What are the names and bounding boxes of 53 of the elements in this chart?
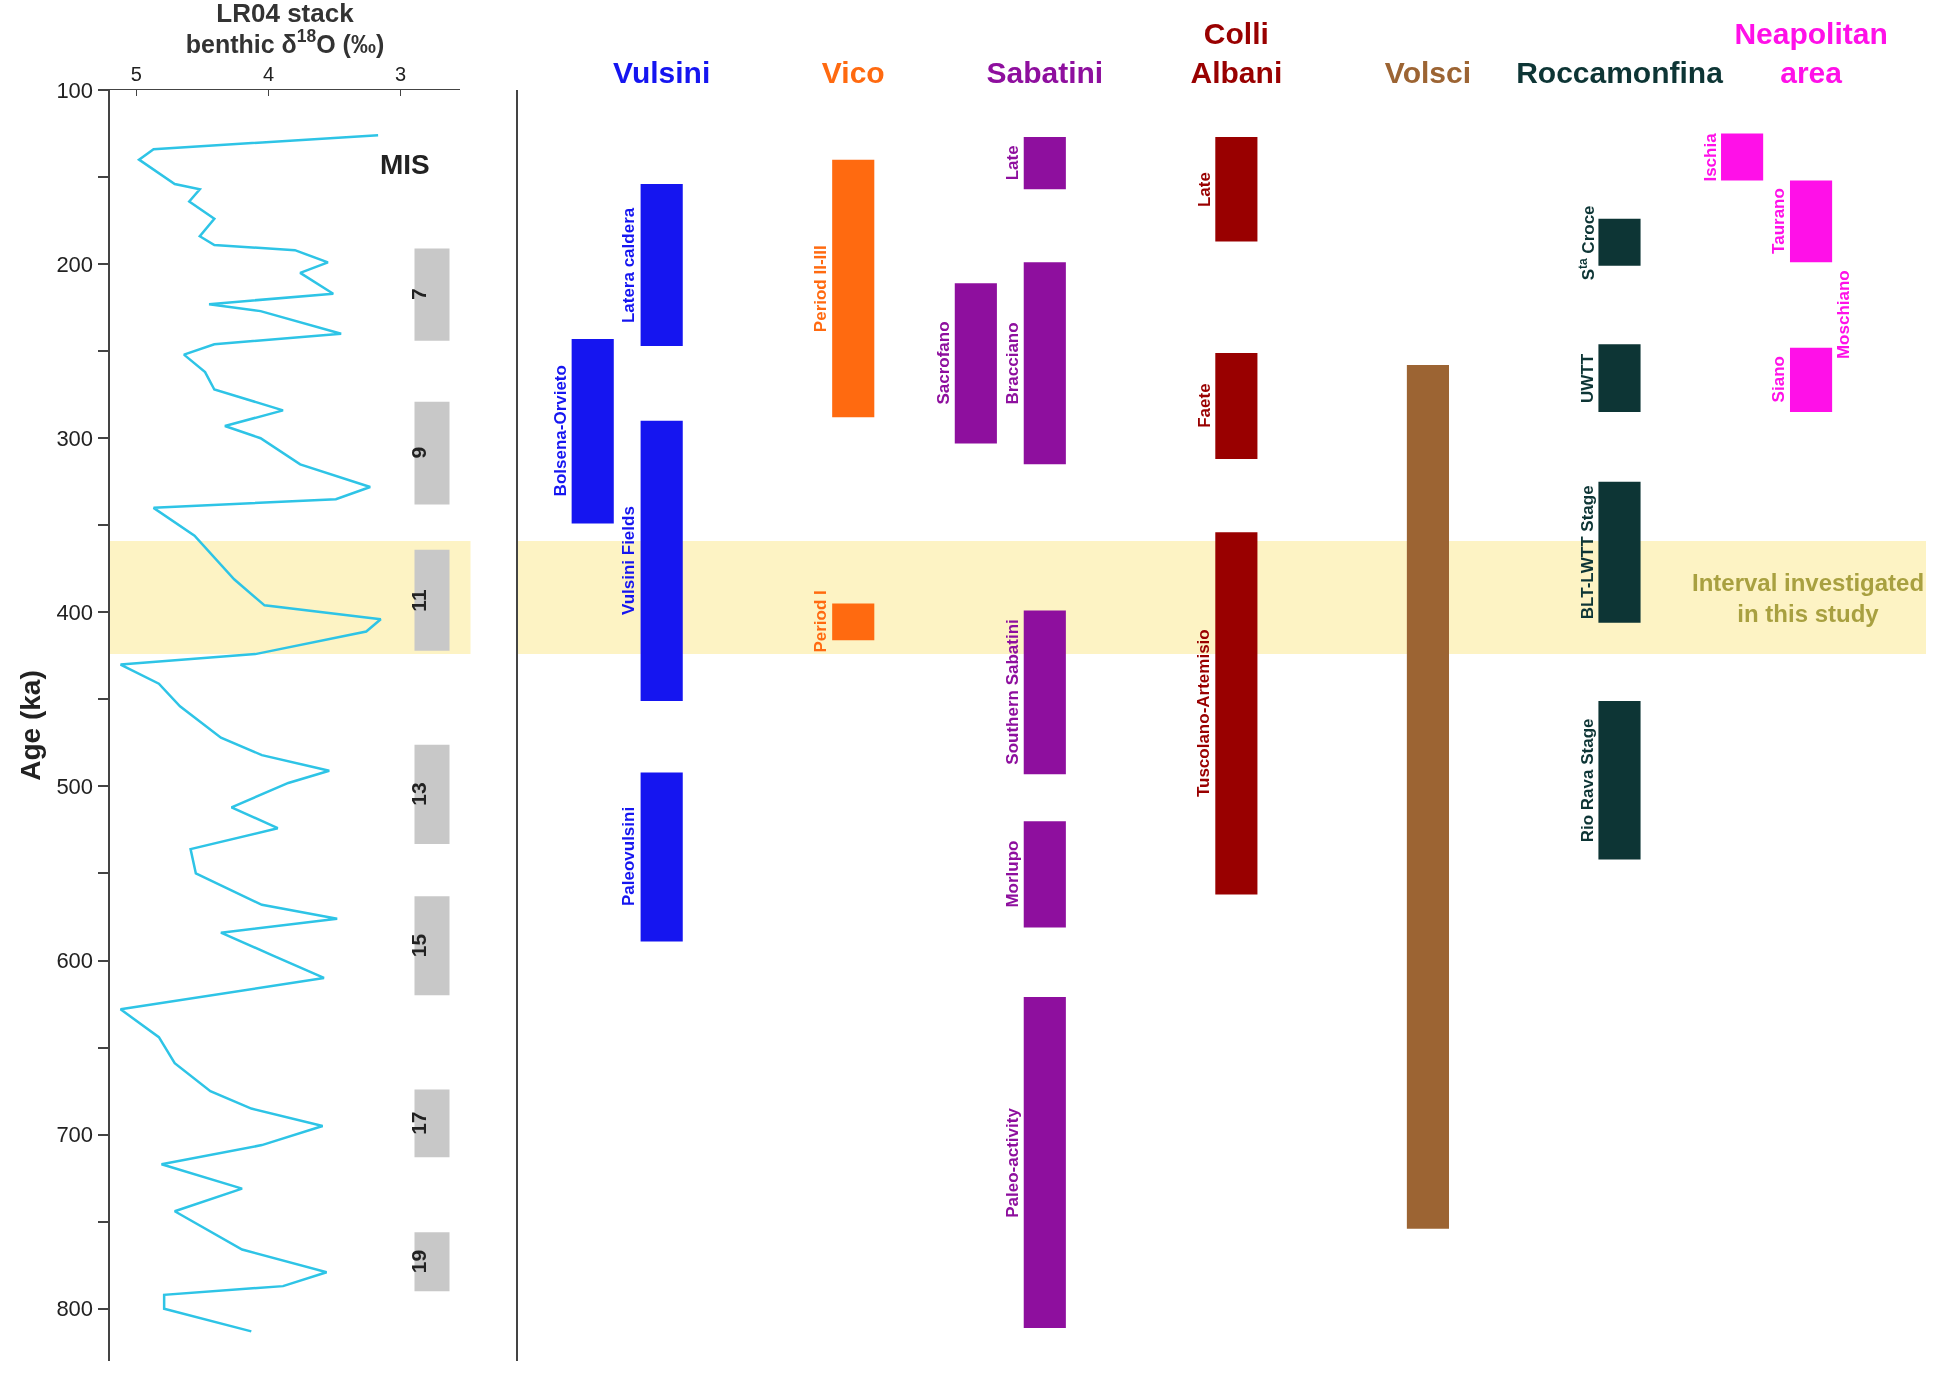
- chart-title: LR04 stack: [216, 0, 355, 29]
- y-tick-label: 400: [56, 600, 94, 626]
- x-tick-label: Colli Albani: [1190, 17, 1283, 89]
- text: Siano: [1768, 356, 1788, 403]
- y-tick-label: 300: [56, 425, 94, 451]
- band-label: 11: [407, 589, 431, 612]
- x-axis-title: benthic δ$^{18}$O (‰): [185, 26, 385, 58]
- text: Taurano: [1769, 188, 1789, 254]
- y-tick-label: 100: [56, 77, 94, 103]
- x-tick-label: 3: [395, 62, 407, 85]
- x-tick-label: Roccamonfina: [1516, 56, 1724, 89]
- band-label: 7: [406, 288, 430, 301]
- text: Morlupo: [1002, 840, 1022, 908]
- text: Sacrofano: [933, 321, 953, 405]
- x-tick-label: Sabatini: [986, 56, 1104, 89]
- text: Period II-III: [811, 245, 831, 333]
- text: Paleovulsini: [619, 806, 639, 907]
- x-tick-label: Volsci: [1384, 56, 1472, 89]
- annotation: Moschiano: [1834, 270, 1854, 360]
- text: Bolsena-Orvieto: [550, 365, 570, 497]
- text: Ischia: [1700, 132, 1720, 182]
- text: Latera caldera: [619, 207, 639, 324]
- band-label: 13: [407, 782, 431, 806]
- text: Paleo-activity: [1002, 1107, 1022, 1218]
- text: Rio Rava Stage: [1577, 718, 1597, 843]
- x-tick-label: Vulsini: [613, 56, 711, 89]
- x-tick-label: Vico: [821, 56, 885, 89]
- band-label: 15: [406, 933, 430, 958]
- line-series: [119, 134, 382, 1333]
- text: Faete: [1194, 383, 1214, 428]
- band-label: 17: [407, 1111, 431, 1135]
- band-label: Interval investigated in this study: [1692, 569, 1925, 628]
- x-tick-label: 5: [130, 62, 142, 85]
- band-label: 9: [407, 446, 431, 459]
- y-tick-label: 800: [56, 1296, 94, 1322]
- text: BLT-LWTT Stage: [1577, 485, 1597, 620]
- text: Southern Sabatini: [1002, 619, 1022, 765]
- text: Late: [1194, 172, 1214, 208]
- text: UWTT: [1577, 353, 1597, 404]
- text: Vulsini Fields: [619, 506, 639, 616]
- text: Period I: [810, 590, 830, 653]
- x-tick-label: 4: [262, 62, 275, 85]
- text: Bracciano: [1002, 322, 1022, 405]
- y-tick-label: 200: [56, 251, 94, 277]
- text: Tuscolano-Artemisio: [1194, 629, 1214, 798]
- y-tick-label: 600: [56, 948, 94, 974]
- y-tick-label: 700: [56, 1122, 94, 1148]
- annotation: MIS: [380, 149, 430, 180]
- y-tick-label: 500: [56, 774, 94, 800]
- y-axis-title: Age (ka): [14, 670, 46, 781]
- x-tick-label: Neapolitan area: [1734, 17, 1888, 89]
- text: Late: [1003, 145, 1023, 181]
- band-label: 19: [406, 1249, 430, 1274]
